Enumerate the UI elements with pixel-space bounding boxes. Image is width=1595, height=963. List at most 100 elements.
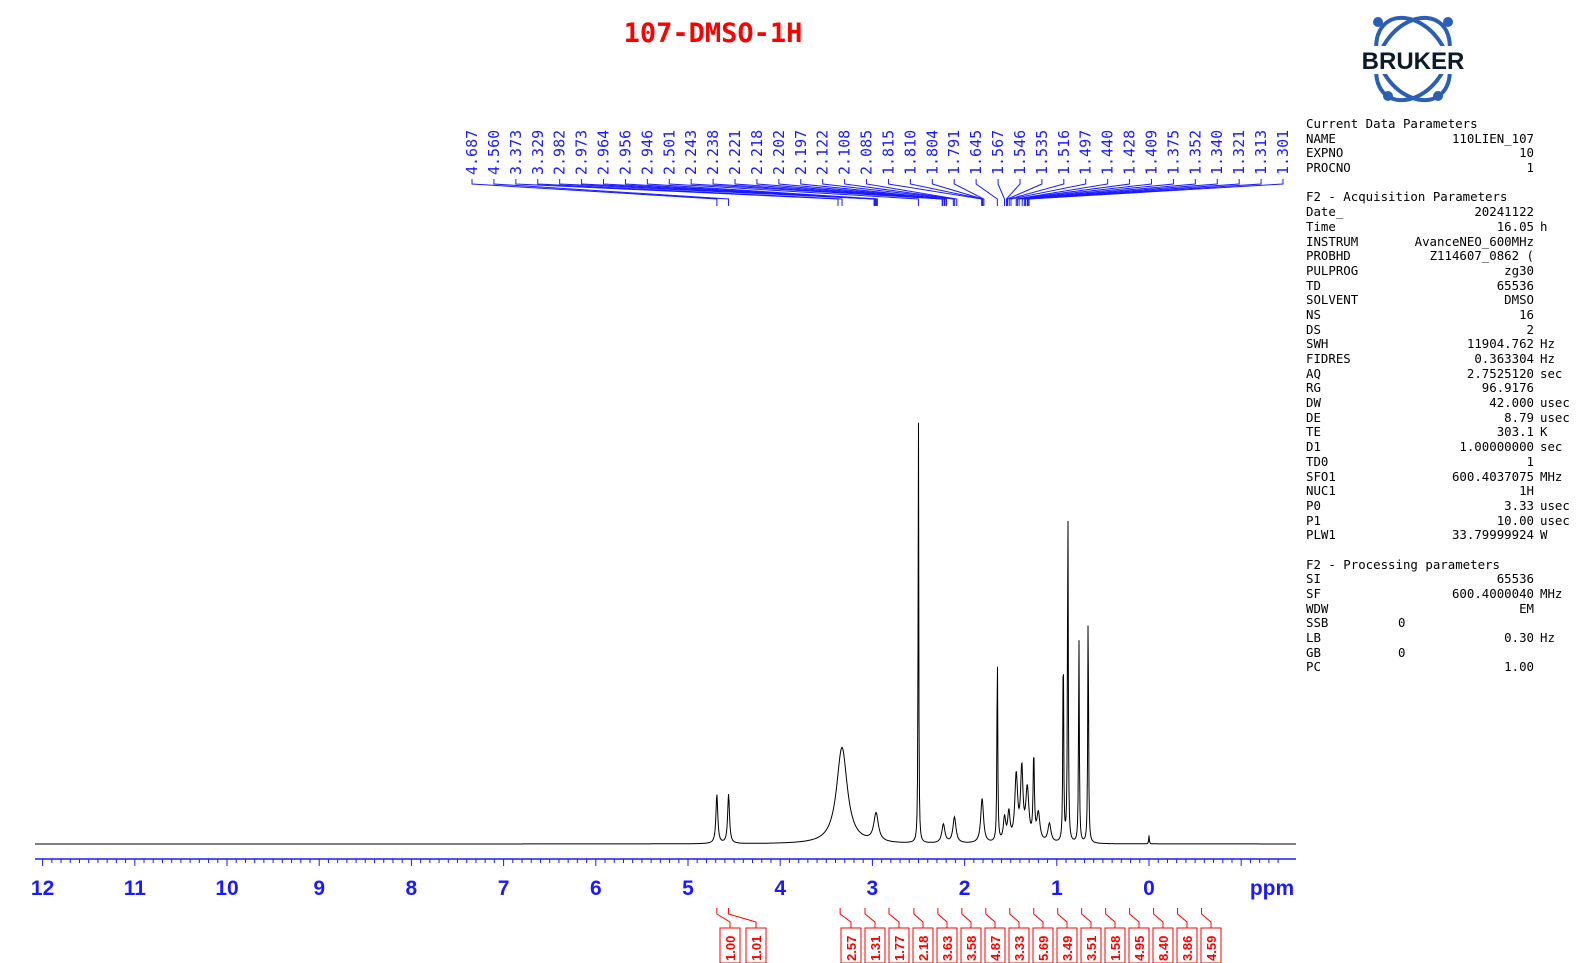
parameter-row: P0 3.33 usec xyxy=(1306,497,1591,514)
parameter-row: LB 0.30 Hz xyxy=(1306,630,1591,646)
integral-connector xyxy=(961,908,972,928)
integral-box xyxy=(984,927,1006,963)
peak-connector xyxy=(668,179,919,206)
peak-label: 1.535 xyxy=(1033,130,1051,175)
integral-connector xyxy=(1081,908,1092,928)
peak-connector xyxy=(1010,179,1087,206)
peak-connector xyxy=(603,179,877,206)
peak-label: 2.243 xyxy=(682,130,700,175)
integral-connector xyxy=(1105,908,1116,928)
peak-label: 2.238 xyxy=(704,130,722,175)
integral-box xyxy=(1128,927,1150,963)
integral-box xyxy=(1080,927,1102,963)
parameter-unit xyxy=(1534,161,1540,176)
peak-label: 2.973 xyxy=(573,130,591,175)
peak-connector xyxy=(471,179,718,206)
integral-connector xyxy=(985,908,996,928)
x-tick-label: 2 xyxy=(959,877,971,900)
parameter-name: SF xyxy=(1306,586,1321,601)
integral-connector xyxy=(716,908,731,928)
peak-label-group: 4.687 4.560 3.373 3.329 2.982 2.973 2.964 2.956… xyxy=(463,130,1292,206)
parameter-unit: usec xyxy=(1540,512,1570,528)
parameter-unit xyxy=(1534,602,1540,617)
x-tick-label: 6 xyxy=(590,877,602,900)
parameter-value: 0 xyxy=(1398,615,1406,631)
integral-box xyxy=(888,927,910,963)
bruker-logo: BRUKER xyxy=(1351,15,1475,103)
parameter-value: Z114607_0862 ( xyxy=(1429,248,1534,264)
parameter-value: 16.05 xyxy=(1496,218,1534,234)
integral-value: 1.31 xyxy=(868,936,883,961)
peak-connector xyxy=(822,179,954,206)
parameter-name: P0 xyxy=(1306,497,1321,513)
parameter-unit xyxy=(1534,572,1540,587)
parameter-unit: Hz xyxy=(1540,336,1555,352)
acquisition-parameters-panel: Current Data Parameters NAME 110LIEN_107 EX… xyxy=(1306,116,1591,690)
integral-value: 5.69 xyxy=(1036,936,1051,961)
peak-connector xyxy=(931,179,984,206)
peak-connector xyxy=(953,179,985,206)
integral-connector xyxy=(1033,908,1044,928)
parameter-value: 2 xyxy=(1526,321,1534,337)
integral-value: 8.40 xyxy=(1156,936,1171,961)
peak-connector xyxy=(559,179,875,206)
parameter-row: SI 65536 xyxy=(1306,572,1591,587)
parameter-row: SOLVENT DMSO xyxy=(1306,293,1591,308)
parameter-row: WDW EM xyxy=(1306,601,1591,617)
integral-box xyxy=(960,927,982,963)
peak-label: 2.197 xyxy=(792,130,810,175)
peak-label: 3.373 xyxy=(507,130,525,175)
peak-label: 1.567 xyxy=(989,130,1007,175)
peak-label: 1.428 xyxy=(1121,130,1139,175)
parameter-name: P1 xyxy=(1306,512,1321,528)
parameter-unit: sec xyxy=(1540,439,1563,455)
peak-connector xyxy=(1016,179,1131,206)
integral-value: 3.51 xyxy=(1084,936,1099,961)
peak-label: 1.516 xyxy=(1055,130,1073,175)
parameter-unit: W xyxy=(1540,527,1548,543)
peak-label: 4.560 xyxy=(485,130,503,175)
integral-connector xyxy=(864,908,876,928)
parameter-value: 0.363304 xyxy=(1474,351,1534,366)
parameter-name: NAME xyxy=(1306,130,1336,146)
peak-label: 1.810 xyxy=(901,130,919,175)
parameter-row: PROCNO 1 xyxy=(1306,160,1591,176)
peak-connector xyxy=(800,179,947,206)
parameter-value: 2.7525120 xyxy=(1466,365,1534,381)
parameter-row: DW 42.000 usec xyxy=(1306,395,1591,411)
parameter-unit xyxy=(1534,293,1540,308)
parameter-value: zg30 xyxy=(1504,262,1534,278)
peak-label: 1.804 xyxy=(923,130,941,175)
parameter-name: NS xyxy=(1306,306,1321,322)
peak-connector xyxy=(581,179,876,206)
peak-connector xyxy=(712,179,944,206)
parameter-name: FIDRES xyxy=(1306,351,1351,366)
peak-label: 1.301 xyxy=(1274,130,1292,175)
peak-connector xyxy=(866,179,958,206)
integral-connector xyxy=(913,908,924,928)
parameter-row: NAME 110LIEN_107 xyxy=(1306,130,1591,147)
integral-box xyxy=(912,927,934,963)
parameter-unit xyxy=(1534,646,1540,661)
peak-label: 2.221 xyxy=(726,130,744,175)
x-tick-label: 8 xyxy=(406,877,418,900)
parameter-value: 8.79 xyxy=(1504,409,1534,425)
peak-connector xyxy=(1026,179,1240,206)
peak-label: 1.440 xyxy=(1099,130,1117,175)
parameter-row: AQ 2.7525120 sec xyxy=(1306,365,1591,382)
parameter-row: INSTRUM AvanceNEO_600MHz xyxy=(1306,234,1591,250)
parameter-name: PC xyxy=(1306,659,1321,675)
parameter-section: Current Data Parameters NAME 110LIEN_107 EX… xyxy=(1306,116,1591,176)
parameter-value: 1 xyxy=(1526,453,1534,469)
peak-label: 1.815 xyxy=(879,130,897,175)
parameter-section-header: Current Data Parameters xyxy=(1306,116,1478,131)
parameter-name: DE xyxy=(1306,409,1321,425)
parameter-row: GB 0 xyxy=(1306,645,1591,661)
integral-connector xyxy=(1201,908,1212,928)
peak-label: 1.313 xyxy=(1252,130,1270,175)
parameter-name: AQ xyxy=(1306,365,1321,381)
ppm-axis: 12 11 10 9 8 7 6 5 4 3 2 1 0 ppm xyxy=(31,858,1296,900)
parameter-name: DS xyxy=(1306,321,1321,337)
integral-value: 3.63 xyxy=(940,936,955,961)
peak-label: 1.546 xyxy=(1011,130,1029,175)
